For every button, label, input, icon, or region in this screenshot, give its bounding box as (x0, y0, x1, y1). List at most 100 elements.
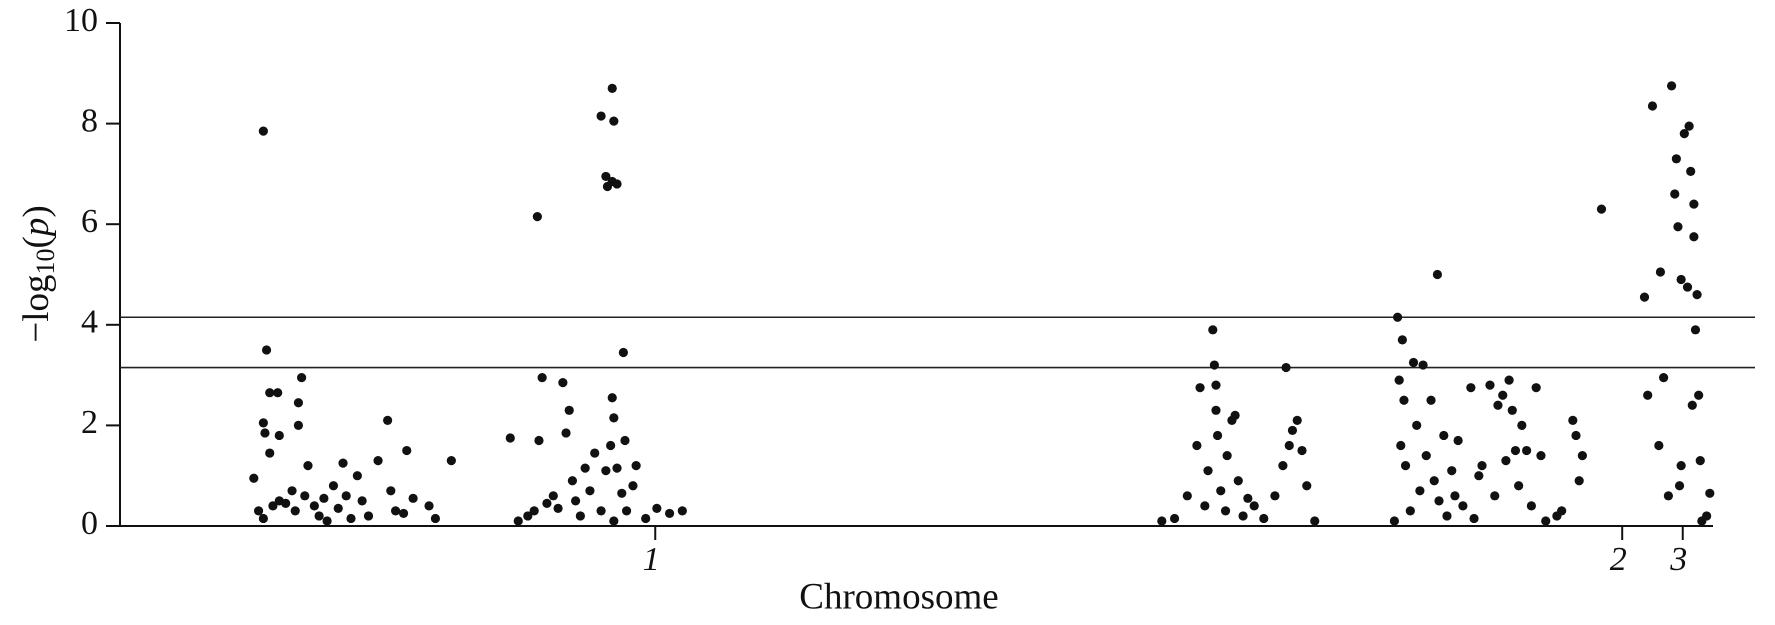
point (1270, 491, 1280, 501)
point (1278, 461, 1288, 471)
point (328, 481, 339, 491)
point (1434, 496, 1444, 506)
point (1687, 400, 1697, 410)
point (1493, 400, 1503, 410)
point (534, 435, 544, 446)
point (1466, 383, 1476, 393)
point (1526, 501, 1536, 511)
point (612, 463, 622, 473)
x-tick-label: 2 (1610, 541, 1627, 578)
point (620, 435, 630, 446)
point (1458, 501, 1468, 511)
point (1517, 420, 1527, 430)
y-label-var: p (16, 218, 57, 240)
point (1415, 486, 1425, 496)
x-tick-label: 1 (643, 541, 660, 578)
y-label-close: ) (16, 205, 57, 217)
point (1389, 516, 1399, 526)
point (1302, 481, 1312, 491)
point (363, 511, 374, 521)
point (258, 126, 268, 136)
point (1541, 516, 1551, 526)
point (1220, 506, 1231, 516)
point (1394, 375, 1404, 385)
point (1208, 325, 1218, 335)
point (258, 513, 268, 524)
point (352, 471, 362, 481)
point (505, 433, 515, 443)
point (1474, 471, 1484, 481)
point (612, 179, 622, 189)
point (641, 513, 651, 524)
point (606, 440, 616, 451)
point (1568, 415, 1578, 425)
point (398, 508, 409, 519)
point (609, 116, 619, 126)
point (1673, 222, 1683, 232)
point (1453, 435, 1463, 446)
point (1281, 362, 1291, 373)
point (631, 461, 641, 471)
point (564, 405, 574, 415)
x-tick-label: 3 (1669, 541, 1687, 578)
point (1249, 501, 1259, 511)
point (297, 373, 307, 383)
point (1689, 199, 1699, 209)
point (1421, 450, 1431, 461)
point (319, 493, 329, 503)
point (1447, 466, 1457, 476)
y-label-sub: 10 (31, 249, 60, 275)
point (273, 388, 283, 398)
point (553, 503, 563, 513)
point (1432, 269, 1443, 280)
point (1477, 461, 1487, 471)
point (617, 488, 627, 498)
point (1243, 493, 1253, 503)
point (1292, 415, 1302, 425)
point (532, 212, 542, 222)
point (322, 516, 332, 526)
point (558, 378, 568, 388)
y-tick-label: 8 (81, 102, 98, 139)
point (607, 393, 617, 403)
point (293, 420, 304, 430)
point (1574, 476, 1584, 486)
point (1195, 383, 1205, 393)
point (265, 388, 275, 398)
point (1157, 516, 1167, 526)
point (373, 456, 383, 466)
point (430, 513, 441, 524)
point (537, 373, 547, 383)
point (1674, 481, 1685, 491)
point (1490, 491, 1500, 501)
point (1259, 513, 1269, 524)
point (1297, 445, 1307, 456)
point (260, 428, 270, 438)
point (1692, 290, 1702, 300)
point (390, 506, 401, 516)
point (300, 491, 310, 501)
point (1203, 466, 1213, 476)
point (1510, 445, 1521, 456)
point (402, 445, 412, 456)
point (561, 428, 571, 438)
point (1400, 461, 1411, 471)
point (1501, 456, 1511, 466)
point (1682, 282, 1693, 292)
point (1209, 360, 1219, 370)
point (1670, 189, 1680, 199)
point (341, 491, 351, 501)
point (596, 506, 606, 516)
point (596, 111, 606, 121)
point (290, 506, 300, 516)
point (1536, 450, 1546, 461)
point (293, 398, 304, 408)
point (652, 503, 662, 513)
point (357, 496, 367, 506)
point (1192, 440, 1202, 451)
point (249, 473, 259, 483)
point (1577, 450, 1587, 461)
point (1182, 491, 1192, 501)
point (590, 448, 600, 458)
y-tick-label: 2 (81, 404, 98, 441)
